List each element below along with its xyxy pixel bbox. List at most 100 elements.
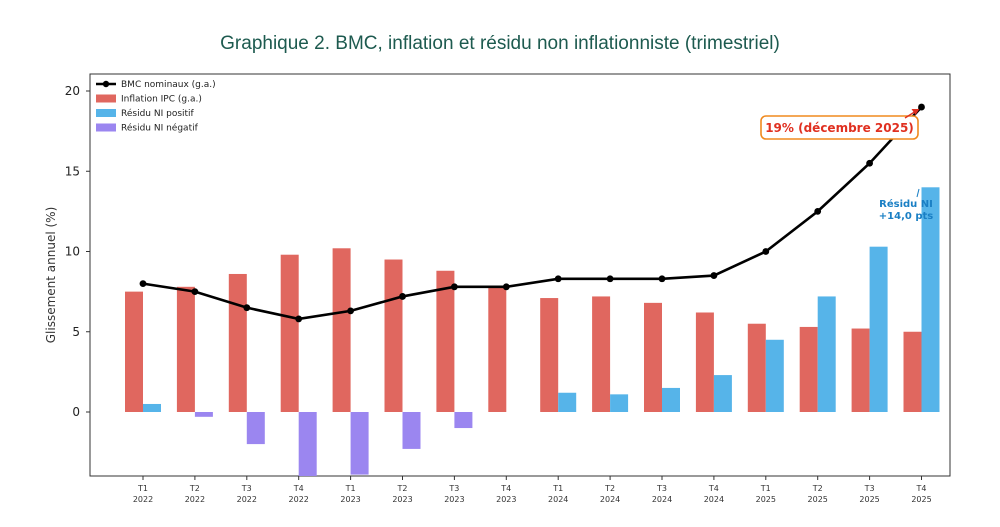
x-tick-label: 2023	[496, 495, 516, 504]
inflation-bar	[540, 298, 559, 412]
x-tick-label: T3	[656, 484, 667, 493]
legend-entry: Résidu NI négatif	[121, 123, 199, 134]
bmc-point	[243, 304, 251, 312]
bmc-line	[139, 103, 925, 323]
y-tick-label: 0	[72, 405, 80, 419]
x-tick-label: T1	[552, 484, 563, 493]
inflation-bar	[332, 248, 351, 412]
annotation-peak-label: 19% (décembre 2025)	[765, 121, 914, 135]
residu-positif-bar	[610, 394, 629, 412]
inflation-bar	[384, 259, 403, 412]
annotation-residu-label: +14,0 pts	[879, 211, 933, 222]
legend-entry: Inflation IPC (g.a.)	[121, 95, 202, 105]
bmc-point	[295, 315, 303, 323]
inflation-bar	[747, 323, 766, 412]
bmc-point	[139, 280, 147, 287]
bmc-point	[606, 275, 614, 283]
inflation-bar	[228, 273, 247, 412]
y-tick-label: 20	[65, 84, 80, 98]
bars	[125, 187, 940, 476]
x-tick-label: T1	[760, 484, 771, 493]
x-tick-label: 2025	[808, 495, 828, 504]
inflation-bar	[125, 291, 143, 412]
x-tick-label: 2024	[704, 495, 724, 504]
annotation-arrowhead	[911, 109, 920, 116]
x-tick-label: T3	[241, 484, 252, 493]
x-tick-label: T2	[189, 484, 200, 493]
y-tick-label: 5	[72, 325, 80, 339]
residu-negatif-bar	[454, 412, 473, 429]
x-tick-label: T4	[916, 484, 927, 493]
x-tick-label: T3	[448, 484, 459, 493]
x-tick-label: T4	[500, 484, 511, 493]
residu-negatif-bar	[402, 412, 421, 449]
residu-positif-bar	[817, 296, 836, 412]
inflation-bar	[644, 302, 662, 412]
y-axis: 0 5 10 15 20	[65, 84, 90, 419]
legend-marker	[102, 80, 110, 88]
inflation-bar	[592, 296, 611, 412]
bmc-point	[762, 248, 770, 255]
legend-swatch	[96, 94, 116, 103]
x-tick-label: 2022	[237, 495, 257, 504]
x-tick-label: T3	[864, 484, 875, 493]
inflation-bar	[851, 328, 870, 412]
y-tick-label: 15	[65, 164, 80, 178]
y-axis-label: Glissement annuel (%)	[44, 207, 58, 344]
x-tick-label: 2023	[444, 495, 464, 504]
bmc-point	[658, 275, 666, 283]
bmc-point	[502, 283, 510, 291]
x-tick-label: 2024	[652, 495, 672, 504]
x-axis: T1 2022 T2 2022 T3 2022 T4 2022 T1 2023 T2 2023 T3 20…	[133, 476, 932, 504]
residu-negatif-bar	[246, 412, 265, 445]
annotation-arrow	[916, 188, 920, 198]
bmc-point	[710, 272, 718, 279]
x-tick-label: 2025	[756, 495, 776, 504]
annotations: 19% (décembre 2025) Résidu NI+14,0 pts	[760, 109, 933, 222]
residu-negatif-bar	[350, 412, 369, 475]
legend-entry: Résidu NI positif	[121, 108, 195, 119]
residu-negatif-bar	[194, 412, 213, 417]
plot-frame	[89, 73, 951, 477]
bmc-series-line	[142, 106, 923, 321]
inflation-bar	[695, 312, 714, 412]
x-tick-label: T1	[345, 484, 356, 493]
x-tick-label: T2	[397, 484, 408, 493]
legend-swatch	[96, 123, 116, 132]
x-tick-label: T4	[708, 484, 719, 493]
legend-entry: BMC nominaux (g.a.)	[121, 80, 216, 90]
x-tick-label: 2024	[548, 495, 568, 504]
bmc-point	[347, 307, 354, 315]
bmc-point	[814, 207, 822, 215]
residu-positif-bar	[765, 339, 784, 412]
residu-positif-bar	[143, 403, 161, 412]
residu-positif-bar	[713, 375, 732, 412]
bmc-point	[918, 103, 925, 111]
x-tick-label: 2022	[185, 495, 205, 504]
y-tick-label: 10	[65, 245, 80, 259]
inflation-bar	[903, 331, 922, 412]
residu-positif-bar	[558, 392, 577, 412]
bmc-point	[866, 159, 873, 167]
inflation-bar	[799, 326, 818, 412]
inflation-bar	[176, 286, 195, 412]
residu-positif-bar	[662, 387, 680, 412]
inflation-bar	[436, 270, 455, 412]
bmc-point	[554, 275, 562, 283]
annotation-box	[760, 115, 919, 140]
bmc-point	[451, 283, 458, 291]
x-tick-label: 2024	[600, 495, 620, 504]
page-title: Graphique 2. BMC, inflation et résidu no…	[220, 33, 780, 54]
x-tick-label: T4	[293, 484, 304, 493]
residu-positif-bar	[921, 187, 940, 412]
x-tick-label: T2	[812, 484, 823, 493]
x-tick-label: 2022	[289, 495, 309, 504]
x-tick-label: 2023	[340, 495, 360, 504]
annotation-residu-label: Résidu NI	[879, 198, 933, 210]
legend-swatch	[96, 109, 116, 117]
x-tick-label: T1	[137, 484, 148, 493]
x-tick-label: 2023	[392, 495, 412, 504]
x-tick-label: T2	[604, 484, 615, 493]
residu-positif-bar	[869, 246, 888, 412]
inflation-bar	[280, 254, 299, 412]
